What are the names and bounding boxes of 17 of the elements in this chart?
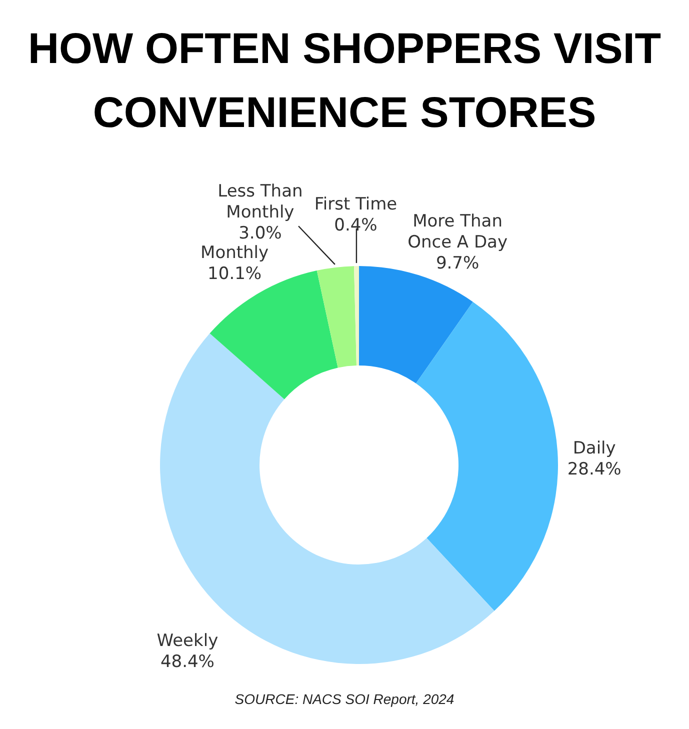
data-label: 28.4% [567, 460, 622, 480]
data-label: 48.4% [160, 652, 214, 672]
donut-slice [316, 266, 356, 368]
slice-label: Daily [572, 438, 616, 459]
donut-slice [416, 302, 558, 611]
slice-label: Monthly [200, 243, 269, 264]
data-label: 9.7% [436, 254, 480, 274]
data-label: 10.1% [208, 264, 262, 284]
data-label: 0.4% [334, 215, 378, 236]
source-note: SOURCE: NACS SOI Report, 2024 [234, 691, 454, 707]
data-label: 3.0% [238, 224, 282, 244]
donut-slice [354, 266, 359, 366]
slice-label: Less Than Monthly [218, 182, 303, 223]
chart-title: HOW OFTEN SHOPPERS VISIT CONVENIENCE STORES [28, 25, 662, 137]
slice-label: Weekly [156, 630, 218, 651]
slice-label: More Than Once A Day [408, 212, 508, 253]
slice-label: First Time [314, 194, 398, 214]
